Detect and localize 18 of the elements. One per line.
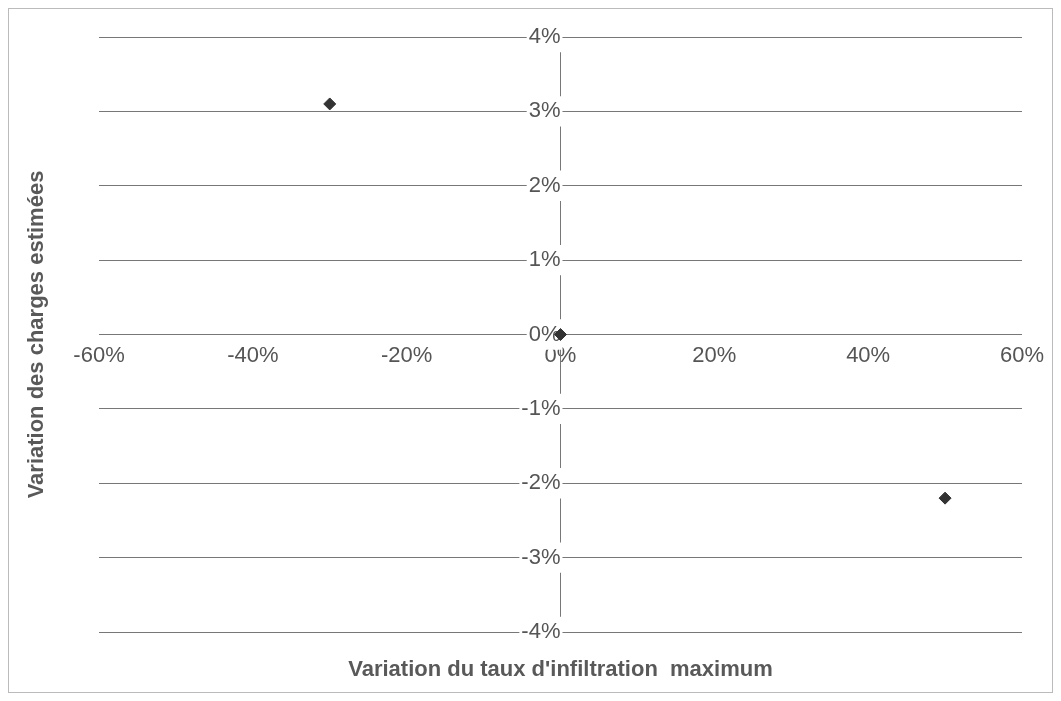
x-tick-label: -40% — [227, 341, 279, 367]
y-tick-label: -1% — [521, 394, 561, 420]
y-tick-label: 1% — [528, 246, 561, 272]
point — [323, 97, 337, 111]
y-axis-title: Variation des charges estimées — [23, 170, 49, 499]
x-tick-label: 40% — [846, 341, 891, 367]
x-tick-label: 20% — [692, 341, 737, 367]
x-axis-title: Variation du taux d'infiltration maximum — [348, 656, 773, 682]
point — [938, 491, 952, 505]
y-tick-label: -2% — [521, 469, 561, 495]
y-tick-label: 2% — [528, 171, 561, 197]
x-tick-label: -20% — [380, 341, 433, 367]
x-tick-label: 60% — [999, 341, 1045, 367]
y-tick-label: 3% — [528, 97, 561, 123]
y-tick-label: 4% — [528, 23, 561, 49]
y-tick-label: -3% — [521, 543, 561, 569]
x-tick-label: -60% — [73, 341, 125, 367]
y-tick-label: -4% — [521, 618, 561, 644]
